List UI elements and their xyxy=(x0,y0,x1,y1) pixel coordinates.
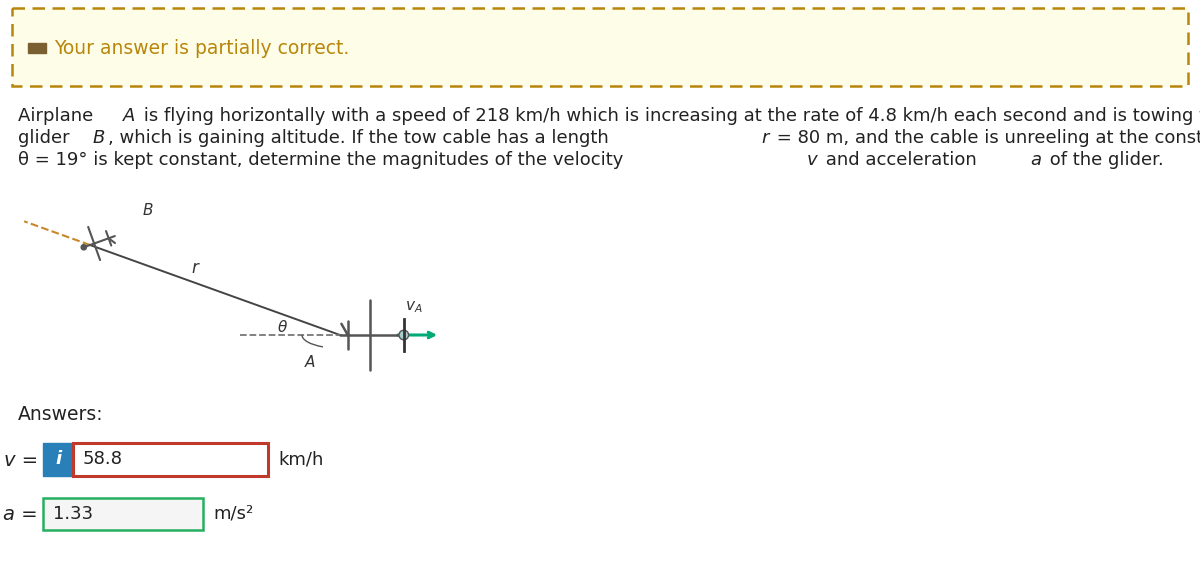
Text: Your answer is partially correct.: Your answer is partially correct. xyxy=(54,39,349,58)
FancyBboxPatch shape xyxy=(12,8,1188,86)
Text: v =: v = xyxy=(4,450,38,469)
Text: θ = 19° is kept constant, determine the magnitudes of the velocity: θ = 19° is kept constant, determine the … xyxy=(18,151,629,169)
Text: $v_A$: $v_A$ xyxy=(406,299,422,315)
FancyBboxPatch shape xyxy=(43,443,73,476)
Text: is flying horizontally with a speed of 218 km/h which is increasing at the rate : is flying horizontally with a speed of 2… xyxy=(138,107,1200,125)
Text: i: i xyxy=(55,450,61,469)
Text: Answers:: Answers: xyxy=(18,405,103,424)
Circle shape xyxy=(398,330,408,340)
Text: a: a xyxy=(1030,151,1040,169)
FancyBboxPatch shape xyxy=(73,443,268,476)
Text: m/s²: m/s² xyxy=(214,505,253,523)
Text: 1.33: 1.33 xyxy=(53,505,94,523)
FancyBboxPatch shape xyxy=(43,498,203,530)
Text: θ: θ xyxy=(277,320,287,335)
Text: 58.8: 58.8 xyxy=(83,450,124,469)
Text: B: B xyxy=(143,203,154,218)
FancyBboxPatch shape xyxy=(28,43,46,53)
Text: A: A xyxy=(305,355,316,370)
Text: Airplane: Airplane xyxy=(18,107,98,125)
Text: r: r xyxy=(762,129,769,147)
Text: of the glider.: of the glider. xyxy=(1044,151,1164,169)
Text: A: A xyxy=(122,107,134,125)
Circle shape xyxy=(82,244,86,250)
Text: a =: a = xyxy=(4,506,38,524)
Text: , which is gaining altitude. If the tow cable has a length: , which is gaining altitude. If the tow … xyxy=(108,129,614,147)
Text: glider: glider xyxy=(18,129,76,147)
Text: r: r xyxy=(192,259,198,277)
Text: v: v xyxy=(806,151,817,169)
Text: B: B xyxy=(92,129,104,147)
Text: and acceleration: and acceleration xyxy=(821,151,983,169)
Text: = 80 m, and the cable is unreeling at the constant rate: = 80 m, and the cable is unreeling at th… xyxy=(772,129,1200,147)
Text: km/h: km/h xyxy=(278,450,323,469)
